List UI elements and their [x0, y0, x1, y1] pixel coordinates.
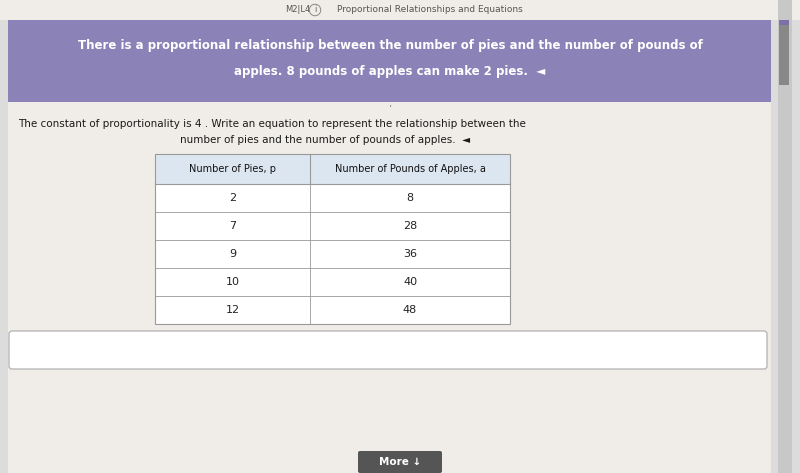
Text: Proportional Relationships and Equations: Proportional Relationships and Equations	[337, 6, 523, 15]
Text: ’: ’	[389, 105, 391, 115]
Text: Number of Pies, p: Number of Pies, p	[189, 164, 276, 174]
Bar	[8, 20, 771, 102]
Bar	[779, 20, 789, 25]
Text: number of pies and the number of pounds of apples.  ◄︎: number of pies and the number of pounds …	[180, 135, 470, 145]
Text: 8: 8	[406, 193, 414, 203]
Text: 40: 40	[403, 277, 417, 287]
Text: There is a proportional relationship between the number of pies and the number o: There is a proportional relationship bet…	[78, 38, 702, 52]
Text: 10: 10	[226, 277, 239, 287]
Text: The constant of proportionality is 4 . Write an equation to represent the relati: The constant of proportionality is 4 . W…	[18, 119, 526, 129]
Bar	[778, 0, 792, 473]
Bar	[779, 25, 789, 85]
Text: 2: 2	[229, 193, 236, 203]
Text: i: i	[314, 6, 316, 15]
Text: Number of Pounds of Apples, a: Number of Pounds of Apples, a	[334, 164, 486, 174]
Text: 36: 36	[403, 249, 417, 259]
Text: 28: 28	[403, 221, 417, 231]
Text: More ↓: More ↓	[379, 457, 421, 467]
Text: 48: 48	[403, 305, 417, 315]
Bar	[8, 102, 771, 473]
Text: 9: 9	[229, 249, 236, 259]
Text: 12: 12	[226, 305, 239, 315]
Bar	[0, 0, 800, 20]
FancyBboxPatch shape	[358, 451, 442, 473]
Text: 7: 7	[229, 221, 236, 231]
Bar	[155, 154, 510, 324]
Bar	[155, 154, 510, 184]
Text: apples. 8 pounds of apples can make 2 pies.  ◄︎: apples. 8 pounds of apples can make 2 pi…	[234, 65, 546, 79]
Bar	[155, 154, 510, 324]
Text: M2|L4: M2|L4	[286, 6, 310, 15]
FancyBboxPatch shape	[9, 331, 767, 369]
